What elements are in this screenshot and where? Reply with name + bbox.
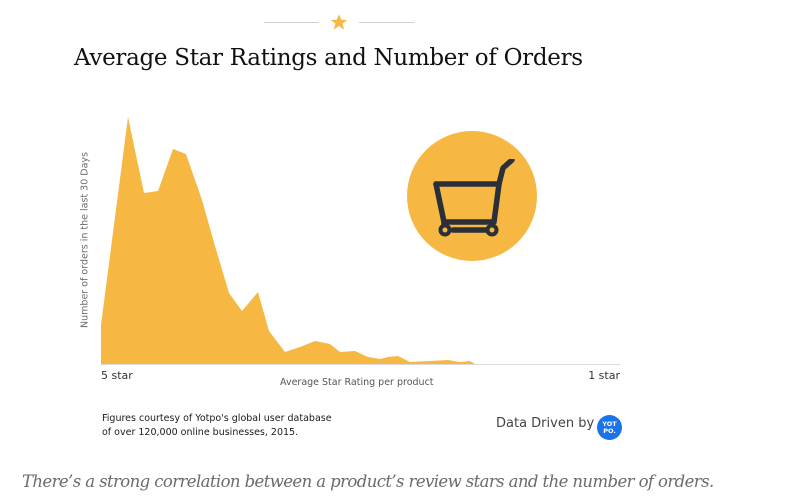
data-credit: Data Driven by (496, 416, 595, 431)
logo-line-2: PO. (603, 426, 616, 435)
shopping-cart-icon (433, 159, 515, 237)
page-title: Average Star Ratings and Number of Order… (74, 45, 583, 71)
caption: There’s a strong correlation between a p… (22, 472, 714, 491)
logo-line-1: YOT (602, 419, 617, 428)
cart-badge (407, 131, 537, 261)
yotpo-logo: YOT PO. (597, 415, 622, 440)
x-axis-label: Average Star Rating per product (280, 377, 434, 388)
y-axis-label: Number of orders in the last 30 Days (79, 152, 91, 328)
divider-right (359, 22, 414, 23)
star-icon (330, 14, 348, 30)
footnote-line-1: Figures courtesy of Yotpo's global user … (102, 413, 332, 424)
x-axis-start-label: 5 star (101, 369, 133, 382)
orders-area (101, 117, 475, 364)
x-axis-end-label: 1 star (588, 369, 620, 382)
footnote-line-2: of over 120,000 online businesses, 2015. (102, 427, 299, 438)
source-footnote: Figures courtesy of Yotpo's global user … (102, 412, 332, 440)
divider-left (264, 22, 319, 23)
